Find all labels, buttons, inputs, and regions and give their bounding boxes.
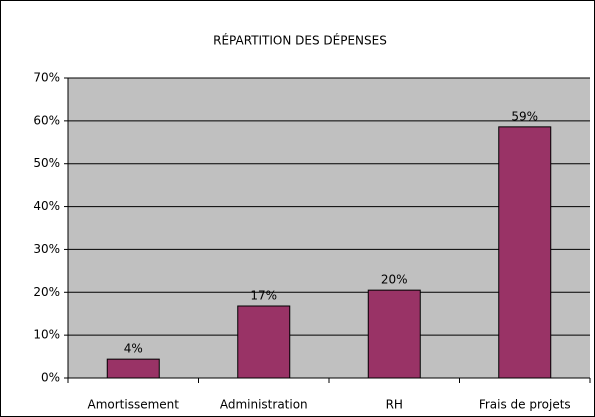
x-tick-label: Amortissement: [88, 398, 180, 412]
y-tick-label: 20%: [33, 285, 60, 299]
y-tick-label: 70%: [33, 71, 60, 85]
bar: [237, 305, 291, 379]
y-tick-label: 0%: [41, 371, 60, 385]
x-tick-label: RH: [386, 398, 403, 412]
y-tick-label: 50%: [33, 156, 60, 170]
y-tick-label: 40%: [33, 199, 60, 213]
data-label: 59%: [511, 109, 538, 123]
y-tick-label: 10%: [33, 328, 60, 342]
x-tick-label: Frais de projets: [479, 398, 571, 412]
y-tick-label: 60%: [33, 113, 60, 127]
bar: [498, 126, 552, 379]
x-tick-label: Administration: [220, 398, 308, 412]
y-tick-label: 30%: [33, 242, 60, 256]
bar: [106, 358, 160, 379]
bar: [367, 289, 421, 379]
data-label: 20%: [381, 273, 408, 287]
chart-title: RÉPARTITION DES DÉPENSES: [213, 33, 387, 48]
data-label: 17%: [250, 289, 277, 303]
data-label: 4%: [124, 342, 143, 356]
